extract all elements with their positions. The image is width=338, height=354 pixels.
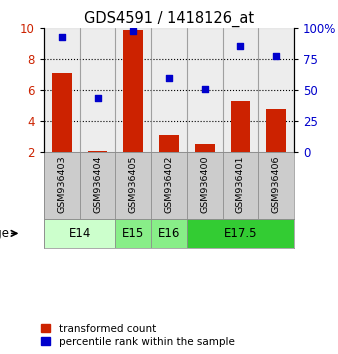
Legend: transformed count, percentile rank within the sample: transformed count, percentile rank withi… (39, 321, 237, 349)
Bar (159, 135, 179, 153)
Bar (231, 101, 250, 153)
Bar (123, 30, 143, 153)
Text: GSM936406: GSM936406 (272, 156, 281, 213)
Bar (258, 153, 294, 219)
Point (202, 86, 208, 92)
Bar (187, 219, 294, 248)
Text: age: age (0, 227, 9, 240)
Bar (223, 28, 258, 153)
Bar (151, 219, 187, 248)
Point (166, 75, 172, 81)
Bar (80, 28, 115, 153)
Bar (195, 144, 215, 153)
Bar (266, 109, 286, 153)
Text: GSM936400: GSM936400 (200, 156, 209, 213)
Bar (151, 153, 187, 219)
Bar (187, 153, 223, 219)
Bar (258, 28, 294, 153)
Bar (44, 28, 80, 153)
Point (273, 53, 279, 58)
Bar (115, 219, 151, 248)
Text: GSM936404: GSM936404 (93, 156, 102, 213)
Text: GSM936403: GSM936403 (57, 156, 66, 213)
Text: GSM936402: GSM936402 (165, 156, 173, 213)
Point (130, 28, 136, 34)
Text: E16: E16 (158, 227, 180, 240)
Bar (88, 151, 107, 153)
Bar (52, 73, 72, 153)
Bar (44, 219, 115, 248)
Bar (115, 153, 151, 219)
Text: E14: E14 (69, 227, 91, 240)
Text: GSM936405: GSM936405 (129, 156, 138, 213)
Bar (187, 28, 223, 153)
Point (95, 95, 100, 101)
Bar (44, 153, 80, 219)
Point (59, 34, 65, 40)
Text: E17.5: E17.5 (224, 227, 257, 240)
Bar (223, 153, 258, 219)
Bar (115, 28, 151, 153)
Title: GDS4591 / 1418126_at: GDS4591 / 1418126_at (84, 11, 254, 27)
Bar (80, 153, 115, 219)
Text: GSM936401: GSM936401 (236, 156, 245, 213)
Bar (151, 28, 187, 153)
Point (238, 43, 243, 48)
Text: E15: E15 (122, 227, 144, 240)
